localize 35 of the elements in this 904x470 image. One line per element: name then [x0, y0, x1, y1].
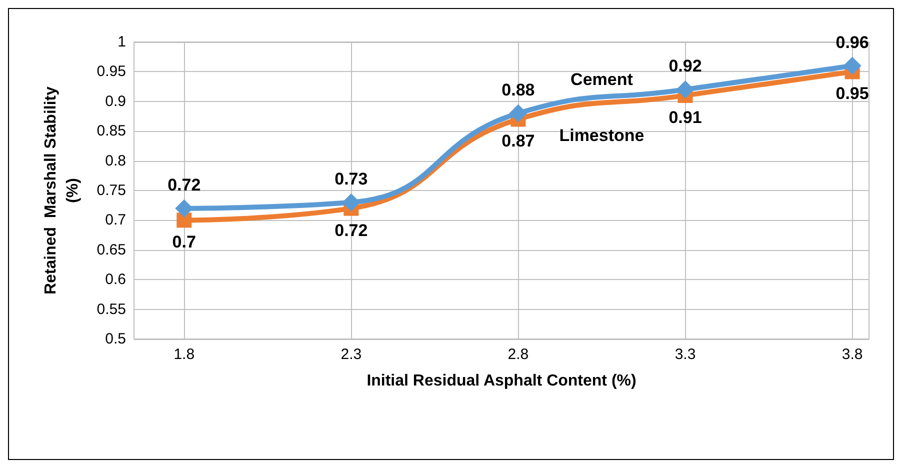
y-tick-label: 0.8	[105, 152, 126, 170]
data-label: 0.91	[668, 108, 702, 127]
x-tick-label: 2.3	[340, 346, 362, 363]
data-label: 0.88	[502, 80, 535, 100]
x-tick-label: 3.8	[842, 346, 863, 363]
y-tick-label: 1	[118, 34, 126, 50]
x-axis-title: Initial Residual Asphalt Content (%)	[366, 372, 636, 390]
y-tick-label: 0.75	[96, 182, 126, 199]
data-label: 0.92	[668, 56, 702, 76]
x-tick-label: 3.3	[674, 346, 696, 363]
y-tick-label: 0.65	[96, 241, 126, 258]
data-label: 0.72	[334, 220, 368, 240]
data-label: 0.7	[172, 232, 196, 252]
y-tick-label: 0.85	[96, 122, 126, 140]
y-tick-label: 0.9	[105, 92, 126, 110]
series-label: Cement	[570, 70, 634, 89]
y-tick-label: 0.95	[96, 63, 126, 80]
data-label: 0.72	[168, 175, 201, 194]
x-tick-label: 2.8	[508, 346, 529, 363]
y-tick-label: 0.6	[105, 271, 126, 288]
data-label: 0.96	[836, 32, 869, 52]
y-tick-label: 0.5	[105, 330, 126, 348]
y-tick-label: 0.55	[96, 300, 126, 318]
point	[342, 193, 360, 212]
data-label: 0.95	[836, 84, 869, 104]
data-label: 0.73	[334, 169, 368, 188]
series-label: Limestone	[559, 126, 644, 145]
y-axis-title: Retained Marshall Stability (%)	[42, 86, 82, 295]
point	[509, 104, 528, 122]
point	[676, 80, 694, 99]
point	[843, 56, 862, 75]
data-label: 0.87	[502, 132, 535, 151]
point	[176, 212, 192, 228]
y-tick-label: 0.7	[105, 212, 126, 229]
x-tick-label: 1.8	[174, 346, 195, 363]
